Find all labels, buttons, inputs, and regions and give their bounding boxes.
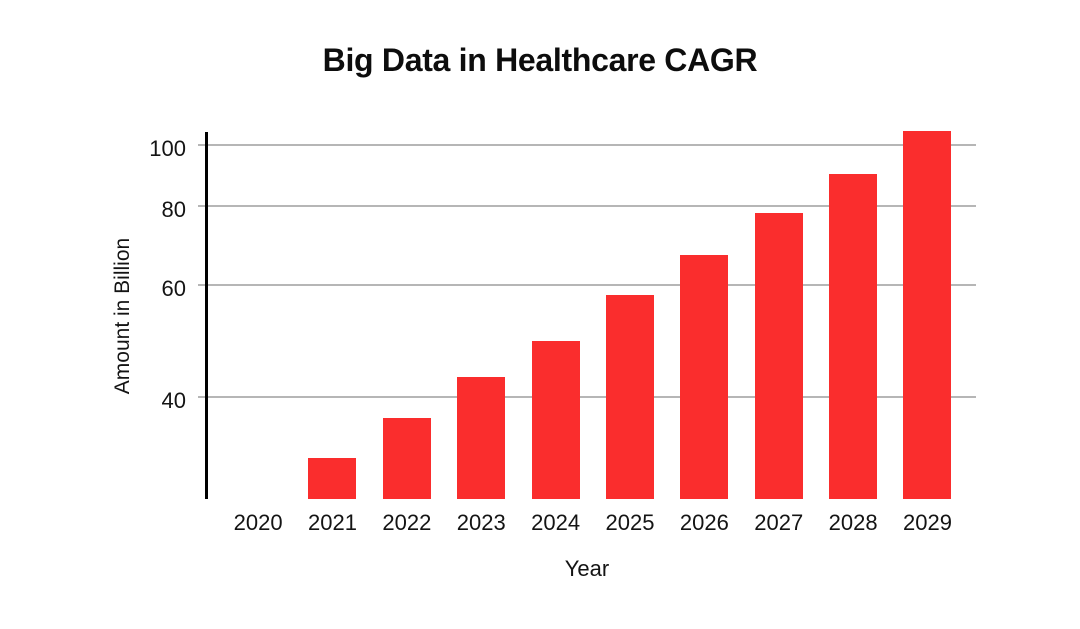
x-tick-2025: 2025 <box>605 510 655 535</box>
bar-2029 <box>903 131 952 499</box>
x-tick-2028: 2028 <box>828 510 878 535</box>
bar-2027 <box>754 212 803 499</box>
x-tick-2020: 2020 <box>233 510 283 535</box>
gridline-100 <box>198 143 976 146</box>
y-tick-100: 100 <box>149 135 186 161</box>
x-tick-2029: 2029 <box>902 510 952 535</box>
x-tick-2023: 2023 <box>456 510 506 535</box>
y-tick-60: 60 <box>161 276 186 302</box>
x-tick-2022: 2022 <box>382 510 432 535</box>
gridline-40 <box>198 395 976 398</box>
bar-2025 <box>605 294 654 499</box>
bar-2024 <box>531 341 580 499</box>
y-axis-line <box>205 132 208 499</box>
y-tick-40: 40 <box>161 387 186 413</box>
bar-2028 <box>829 173 878 499</box>
x-tick-2027: 2027 <box>754 510 804 535</box>
y-tick-80: 80 <box>161 196 186 222</box>
x-axis-title: Year <box>564 556 610 581</box>
bar-2023 <box>457 377 506 499</box>
gridline-60 <box>198 284 976 287</box>
y-axis-title: Amount in Billion <box>111 237 134 395</box>
bar-2022 <box>382 418 431 499</box>
gridline-80 <box>198 204 976 207</box>
x-tick-2021: 2021 <box>307 510 357 535</box>
x-tick-2024: 2024 <box>531 510 581 535</box>
bar-2021 <box>308 458 357 499</box>
chart-title: Big Data in Healthcare CAGR <box>322 42 758 78</box>
bar-2026 <box>680 254 729 499</box>
x-tick-2026: 2026 <box>679 510 729 535</box>
